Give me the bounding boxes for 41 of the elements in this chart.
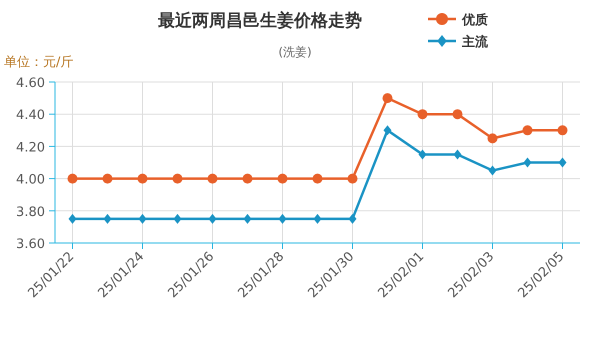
point (558, 158, 566, 168)
point (208, 214, 216, 224)
point (452, 109, 462, 120)
point (418, 109, 428, 120)
y-tick-label: 3.60 (16, 237, 45, 252)
y-tick-label: 4.20 (16, 140, 45, 156)
point (244, 214, 252, 224)
point (384, 125, 392, 136)
chart-title: 最近两周昌邑生姜价格走势 (157, 10, 362, 31)
y-axis-title: 单位：元/斤 (4, 55, 74, 70)
point (348, 214, 356, 224)
legend-label: 优质 (461, 12, 488, 28)
y-tick-label: 3.80 (16, 204, 45, 220)
point (488, 133, 498, 144)
point (208, 174, 218, 184)
point (382, 93, 392, 104)
point (454, 149, 462, 160)
point (68, 214, 76, 224)
point (524, 158, 532, 168)
point (102, 174, 112, 184)
y-tick-label: 4.00 (16, 172, 45, 188)
point (104, 214, 112, 224)
point (418, 149, 426, 160)
point (278, 174, 288, 184)
legend-label: 主流 (461, 34, 489, 50)
point (68, 174, 78, 184)
point (488, 166, 496, 176)
point (174, 214, 182, 224)
point (138, 174, 148, 184)
point (522, 125, 532, 136)
point (242, 174, 252, 184)
point (172, 174, 182, 184)
point (314, 214, 322, 224)
point (558, 125, 568, 136)
point (312, 174, 322, 184)
y-tick-label: 4.40 (16, 108, 45, 124)
point (278, 214, 286, 224)
point (348, 174, 358, 184)
y-tick-label: 4.60 (16, 76, 45, 91)
point (138, 214, 146, 224)
chart-subtitle: (洗姜) (278, 45, 312, 59)
